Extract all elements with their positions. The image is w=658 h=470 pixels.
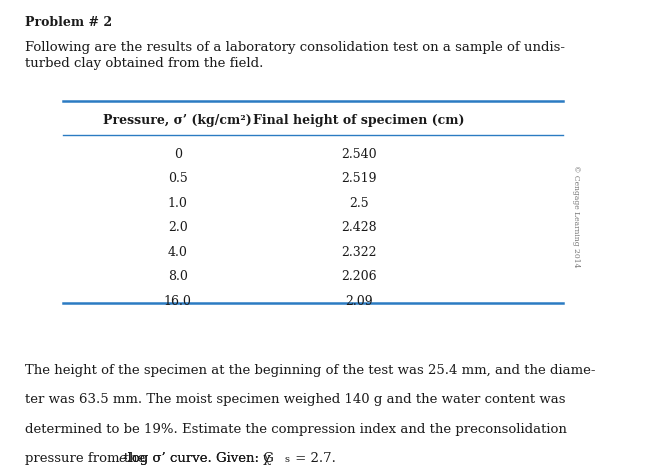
Text: Problem # 2: Problem # 2 <box>25 16 112 30</box>
Text: 1.0: 1.0 <box>168 197 188 210</box>
Text: -log σ’ curve. Given: χ: -log σ’ curve. Given: χ <box>122 452 271 465</box>
Text: Final height of specimen (cm): Final height of specimen (cm) <box>253 114 465 127</box>
Text: 8.0: 8.0 <box>168 270 188 283</box>
Text: 2.322: 2.322 <box>341 246 376 259</box>
Text: Pressure, σ’ (kg/cm²): Pressure, σ’ (kg/cm²) <box>103 114 252 127</box>
Text: 2.09: 2.09 <box>345 295 372 308</box>
Text: determined to be 19%. Estimate the compression index and the preconsolidation: determined to be 19%. Estimate the compr… <box>25 423 567 436</box>
Text: 2.5: 2.5 <box>349 197 368 210</box>
Text: s: s <box>284 455 290 464</box>
Text: The height of the specimen at the beginning of the test was 25.4 mm, and the dia: The height of the specimen at the beginn… <box>25 364 595 377</box>
Text: 2.206: 2.206 <box>341 270 376 283</box>
Text: 0: 0 <box>174 148 182 161</box>
Text: turbed clay obtained from the field.: turbed clay obtained from the field. <box>25 57 263 70</box>
Text: -log σ’ curve. Given: G: -log σ’ curve. Given: G <box>122 452 274 465</box>
Text: ter was 63.5 mm. The moist specimen weighed 140 g and the water content was: ter was 63.5 mm. The moist specimen weig… <box>25 393 565 407</box>
Text: 2.0: 2.0 <box>168 221 188 235</box>
Text: e: e <box>118 452 126 465</box>
Text: 2.428: 2.428 <box>341 221 376 235</box>
Text: 4.0: 4.0 <box>168 246 188 259</box>
Text: © Cengage Learning 2014: © Cengage Learning 2014 <box>572 165 580 267</box>
Text: Following are the results of a laboratory consolidation test on a sample of undi: Following are the results of a laborator… <box>25 41 565 55</box>
Text: = 2.7.: = 2.7. <box>291 452 336 465</box>
Text: 2.540: 2.540 <box>341 148 376 161</box>
Text: 2.519: 2.519 <box>341 172 376 186</box>
Text: 0.5: 0.5 <box>168 172 188 186</box>
Text: 16.0: 16.0 <box>164 295 191 308</box>
Text: pressure from the: pressure from the <box>25 452 149 465</box>
